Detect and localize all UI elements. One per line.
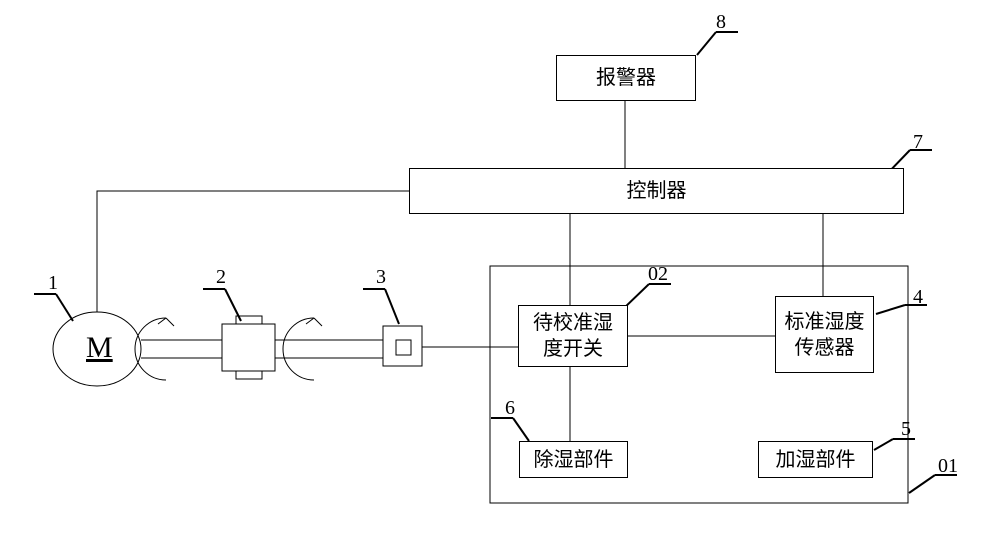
std-sensor-text: 标准湿度 传感器 [785, 309, 865, 361]
rot-arc-2-ah1 [306, 318, 314, 324]
std-sensor-box: 标准湿度 传感器 [775, 296, 874, 373]
callout-4: 4 [913, 286, 923, 309]
alarm-text: 报警器 [596, 65, 656, 91]
calib-switch-box: 待校准湿 度开关 [518, 305, 628, 367]
rot-arc-1 [135, 318, 166, 380]
socket-inner [396, 340, 411, 355]
controller-box: 控制器 [409, 168, 904, 214]
callout-02: 02 [648, 263, 668, 286]
rot-arc-1-ah1 [158, 318, 166, 324]
connections [97, 101, 823, 441]
callout-5: 5 [901, 418, 911, 441]
callout-2: 2 [216, 266, 226, 289]
socket-outer [383, 326, 422, 366]
rot-arc-2 [283, 318, 314, 380]
dehumid-text: 除湿部件 [534, 447, 614, 473]
humid-box: 加湿部件 [758, 441, 873, 478]
callout-leaders [34, 32, 957, 493]
callout-3: 3 [376, 266, 386, 289]
motor-label: M [86, 331, 113, 365]
controller-text: 控制器 [627, 178, 687, 204]
callout-6: 6 [505, 397, 515, 420]
rot-arc-2-ah2 [314, 318, 322, 326]
callout-01: 01 [938, 455, 958, 478]
reducer-top-notch [236, 316, 262, 324]
calib-switch-text: 待校准湿 度开关 [533, 310, 613, 362]
humid-text: 加湿部件 [776, 447, 856, 473]
callout-1: 1 [48, 272, 58, 295]
reducer-body [222, 324, 275, 371]
alarm-box: 报警器 [556, 55, 696, 101]
callout-7: 7 [913, 131, 923, 154]
callout-8: 8 [716, 11, 726, 34]
rot-arc-1-ah2 [166, 318, 174, 326]
reducer-bottom-notch [236, 371, 262, 379]
dehumid-box: 除湿部件 [519, 441, 628, 478]
